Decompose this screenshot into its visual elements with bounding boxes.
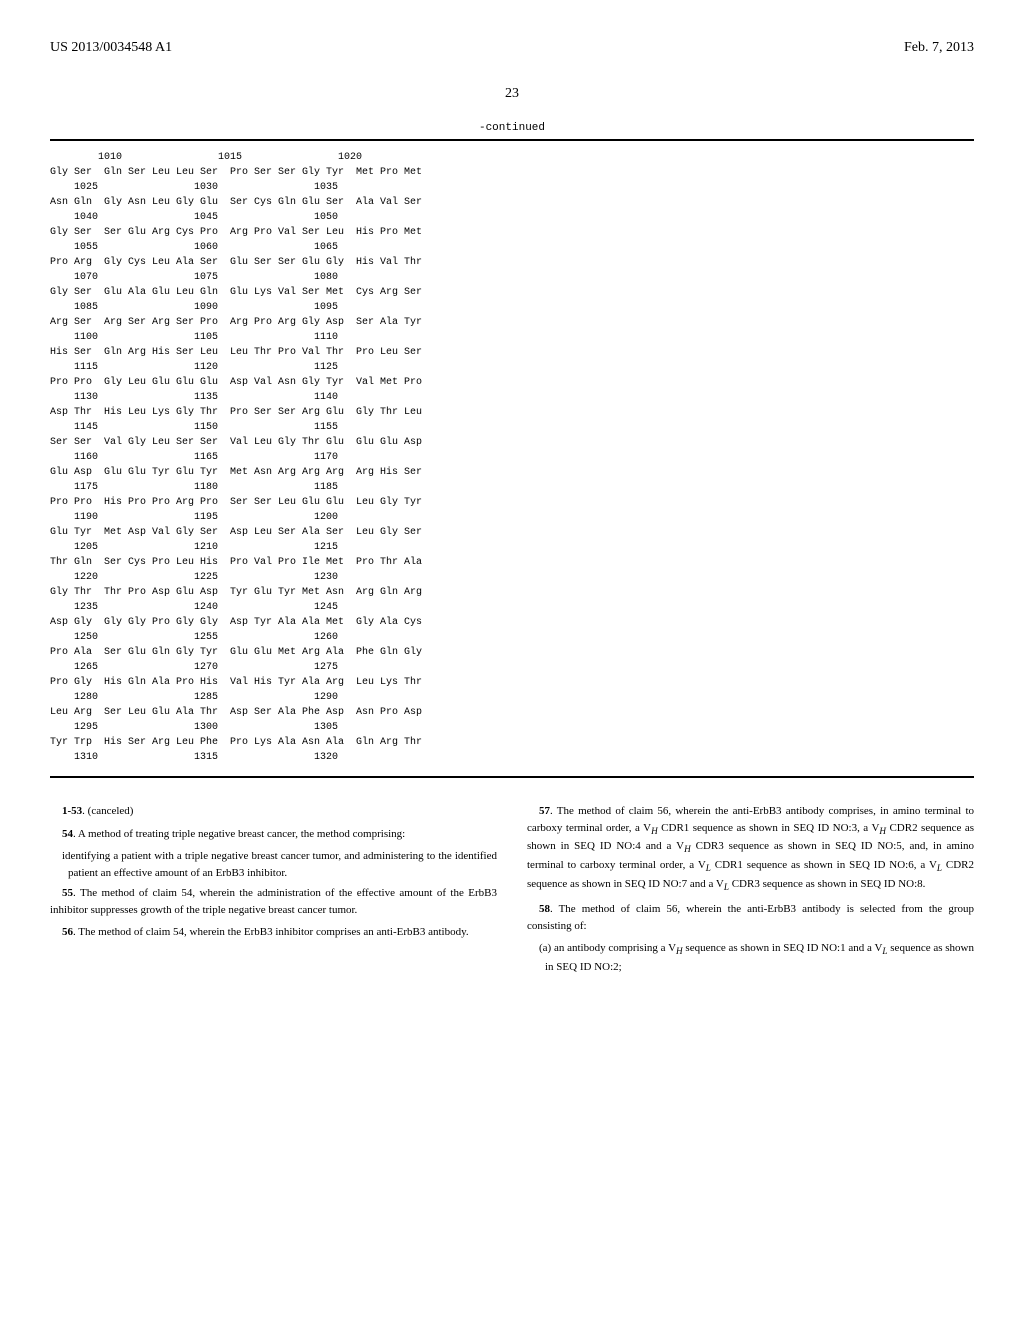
sequence-row: 1280 1285 1290 <box>50 691 974 704</box>
sequence-row: 1160 1165 1170 <box>50 451 974 464</box>
sequence-row: 1010 1015 1020 <box>50 151 974 164</box>
sequence-row: 1175 1180 1185 <box>50 481 974 494</box>
sequence-row: 1085 1090 1095 <box>50 301 974 314</box>
sequence-row: 1205 1210 1215 <box>50 541 974 554</box>
sequence-row: Gly Thr Thr Pro Asp Glu Asp Tyr Glu Tyr … <box>50 586 974 599</box>
sequence-row: 1310 1315 1320 <box>50 751 974 764</box>
sequence-row: 1235 1240 1245 <box>50 601 974 614</box>
sequence-row: 1295 1300 1305 <box>50 721 974 734</box>
sequence-row: Arg Ser Arg Ser Arg Ser Pro Arg Pro Arg … <box>50 316 974 329</box>
sequence-row: Gly Ser Glu Ala Glu Leu Gln Glu Lys Val … <box>50 286 974 299</box>
sequence-row: Pro Gly His Gln Ala Pro His Val His Tyr … <box>50 676 974 689</box>
sequence-row: Pro Pro Gly Leu Glu Glu Glu Asp Val Asn … <box>50 376 974 389</box>
sequence-row: 1130 1135 1140 <box>50 391 974 404</box>
sequence-row: Asp Gly Gly Gly Pro Gly Gly Asp Tyr Ala … <box>50 616 974 629</box>
sequence-row: 1040 1045 1050 <box>50 211 974 224</box>
sequence-row: 1265 1270 1275 <box>50 661 974 674</box>
sequence-row: Pro Pro His Pro Pro Arg Pro Ser Ser Leu … <box>50 496 974 509</box>
sequence-row: 1250 1255 1260 <box>50 631 974 644</box>
claim-paragraph: 54. A method of treating triple negative… <box>50 826 497 843</box>
claim-paragraph: identifying a patient with a triple nega… <box>68 848 497 881</box>
sequence-row: Pro Ala Ser Glu Gln Gly Tyr Glu Glu Met … <box>50 646 974 659</box>
sequence-row: Glu Asp Glu Glu Tyr Glu Tyr Met Asn Arg … <box>50 466 974 479</box>
sequence-row: Glu Tyr Met Asp Val Gly Ser Asp Leu Ser … <box>50 526 974 539</box>
claim-paragraph: (a) an antibody comprising a VH sequence… <box>545 940 974 975</box>
sequence-row: 1100 1105 1110 <box>50 331 974 344</box>
sequence-row: His Ser Gln Arg His Ser Leu Leu Thr Pro … <box>50 346 974 359</box>
sequence-row: Gly Ser Ser Glu Arg Cys Pro Arg Pro Val … <box>50 226 974 239</box>
doc-date: Feb. 7, 2013 <box>904 40 974 56</box>
claim-paragraph: 58. The method of claim 56, wherein the … <box>527 901 974 934</box>
claim-paragraph: 55. The method of claim 54, wherein the … <box>50 885 497 918</box>
sequence-row: 1070 1075 1080 <box>50 271 974 284</box>
claims-section: 1-53. (canceled) 54. A method of treating… <box>50 803 974 980</box>
sequence-row: Pro Arg Gly Cys Leu Ala Ser Glu Ser Ser … <box>50 256 974 269</box>
claim-paragraph: 56. The method of claim 54, wherein the … <box>50 924 497 941</box>
continued-label: -continued <box>50 122 974 134</box>
sequence-row: Leu Arg Ser Leu Glu Ala Thr Asp Ser Ala … <box>50 706 974 719</box>
page-number: 23 <box>50 86 974 102</box>
sequence-row: Ser Ser Val Gly Leu Ser Ser Val Leu Gly … <box>50 436 974 449</box>
claim-paragraph: 1-53. (canceled) <box>50 803 497 820</box>
document-header: US 2013/0034548 A1 Feb. 7, 2013 <box>50 40 974 56</box>
sequence-row: 1145 1150 1155 <box>50 421 974 434</box>
sequence-row: 1115 1120 1125 <box>50 361 974 374</box>
sequence-row: 1190 1195 1200 <box>50 511 974 524</box>
sequence-row: Thr Gln Ser Cys Pro Leu His Pro Val Pro … <box>50 556 974 569</box>
sequence-table: 1010 1015 1020 Gly Ser Gln Ser Leu Leu Se… <box>50 139 974 778</box>
sequence-row: Gly Ser Gln Ser Leu Leu Ser Pro Ser Ser … <box>50 166 974 179</box>
sequence-row: 1025 1030 1035 <box>50 181 974 194</box>
doc-number: US 2013/0034548 A1 <box>50 40 172 56</box>
sequence-row: 1055 1060 1065 <box>50 241 974 254</box>
sequence-row: 1220 1225 1230 <box>50 571 974 584</box>
sequence-row: Asp Thr His Leu Lys Gly Thr Pro Ser Ser … <box>50 406 974 419</box>
sequence-row: Asn Gln Gly Asn Leu Gly Glu Ser Cys Gln … <box>50 196 974 209</box>
sequence-row: Tyr Trp His Ser Arg Leu Phe Pro Lys Ala … <box>50 736 974 749</box>
claim-paragraph: 57. The method of claim 56, wherein the … <box>527 803 974 895</box>
claims-left-column: 1-53. (canceled) 54. A method of treating… <box>50 803 497 980</box>
claims-right-column: 57. The method of claim 56, wherein the … <box>527 803 974 980</box>
